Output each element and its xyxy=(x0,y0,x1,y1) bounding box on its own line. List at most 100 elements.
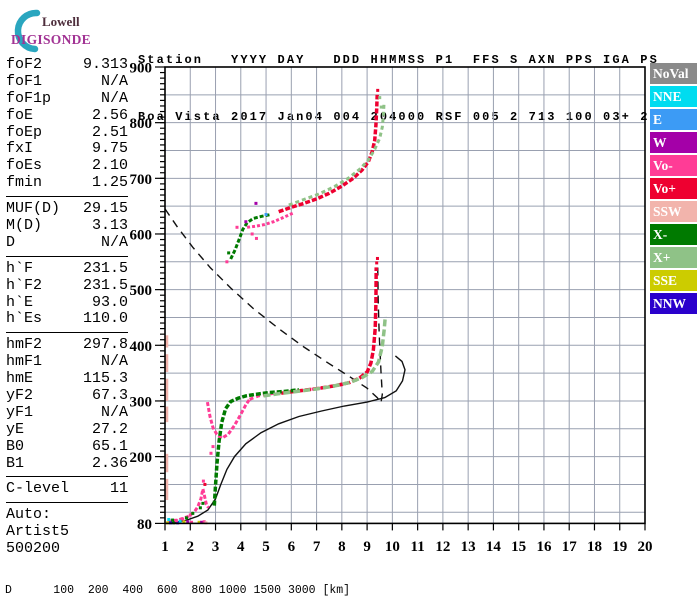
x-tick-label: 15 xyxy=(511,539,526,555)
param-label: fxI xyxy=(6,140,34,158)
x-tick-label: 3 xyxy=(212,539,220,555)
x-tick-label: 19 xyxy=(612,539,627,555)
x-tick-label: 20 xyxy=(637,539,652,555)
x-tick-label: 10 xyxy=(385,539,400,555)
y-tick-label: 200 xyxy=(130,450,153,466)
param-value: 93.0 xyxy=(91,293,128,311)
param-label: B0 xyxy=(6,437,25,455)
trace-es-e-o-trace xyxy=(167,488,210,523)
footer-block: D 100 200 400 600 800 1000 1500 3000 [km… xyxy=(5,555,695,600)
param-row: h`F 231.5 xyxy=(6,259,128,278)
param-value: N/A xyxy=(100,353,128,371)
param-label: h`F xyxy=(6,259,34,277)
param-value: 9.75 xyxy=(91,140,128,158)
param-label: foF2 xyxy=(6,56,43,73)
param-row: M(D) 3.13 xyxy=(6,217,128,235)
legend-item-SSE: SSE xyxy=(650,270,697,291)
param-value: 1.25 xyxy=(91,174,128,192)
param-label: foEs xyxy=(6,157,43,175)
param-row: fxI 9.75 xyxy=(6,141,128,158)
grid xyxy=(165,67,645,524)
param-value: 27.2 xyxy=(91,420,128,438)
param-row: h`E 93.0 xyxy=(6,293,128,312)
characteristics-panel: foF2 9.313 foF1 N/A foF1p N/A foE 2.56 foEp 2.51 f… xyxy=(6,56,128,558)
param-value: 29.15 xyxy=(82,200,128,218)
x-tick-label: 13 xyxy=(461,539,476,555)
param-row: hmF1 N/A xyxy=(6,354,128,371)
param-row: D N/A xyxy=(6,233,128,252)
param-value: 115.3 xyxy=(82,370,128,388)
x-tick-label: 16 xyxy=(536,539,552,555)
legend-item-E: E xyxy=(650,109,697,130)
param-row: yE 27.2 xyxy=(6,420,128,439)
param-label: foF1p xyxy=(6,89,52,107)
x-tick-label: 2 xyxy=(187,539,195,555)
echo-dots xyxy=(166,88,383,525)
legend-item-NNW: NNW xyxy=(650,293,697,314)
param-value: 110.0 xyxy=(82,310,128,328)
x-tick-label: 17 xyxy=(562,539,578,555)
legend-item-X+: X+ xyxy=(650,247,697,268)
param-text: Auto: xyxy=(6,506,52,524)
param-label: hmE xyxy=(6,370,34,388)
param-value: 2.36 xyxy=(91,454,128,472)
param-row: yF2 67.3 xyxy=(6,387,128,405)
x-tick-label: 1 xyxy=(161,539,169,555)
trace-hop2-pink xyxy=(246,211,295,229)
param-label: D xyxy=(6,233,16,251)
x-tick-label: 5 xyxy=(262,539,270,555)
param-value: 67.3 xyxy=(91,387,128,405)
param-row: B0 65.1 xyxy=(6,437,128,456)
logo-digisonde-text: DIGISONDE xyxy=(11,32,91,47)
y-tick-label: 80 xyxy=(137,517,152,533)
plot-border xyxy=(164,66,646,525)
param-label: foEp xyxy=(6,123,43,141)
trace-f-x-dark xyxy=(212,388,300,506)
trace-hop2-x-start xyxy=(229,213,272,260)
lowell-digisonde-logo: Lowell DIGISONDE xyxy=(11,9,91,53)
param-value: 9.313 xyxy=(82,56,128,73)
param-value: 2.10 xyxy=(91,157,128,175)
x-tick-label: 12 xyxy=(435,539,450,555)
legend-item-W: W xyxy=(650,132,697,153)
param-row: foF2 9.313 xyxy=(6,56,128,74)
trace-hop2-red xyxy=(278,94,379,214)
distance-row: D 100 200 400 600 800 1000 1500 3000 [km… xyxy=(5,584,351,597)
param-row: hmE 115.3 xyxy=(6,370,128,388)
param-row: foEp 2.51 xyxy=(6,123,128,142)
param-row: fmin 1.25 xyxy=(6,174,128,192)
param-label: foE xyxy=(6,106,34,124)
legend-item-SSW: SSW xyxy=(650,201,697,222)
param-separator xyxy=(6,252,128,257)
param-label: hmF2 xyxy=(6,336,43,354)
trace-f-o-start xyxy=(205,398,251,441)
y-tick-label: 700 xyxy=(130,172,153,188)
x-tick-label: 14 xyxy=(486,539,502,555)
param-separator xyxy=(6,498,128,504)
x-tick-label: 9 xyxy=(363,539,371,555)
y-tick-label: 300 xyxy=(130,394,153,410)
param-label: MUF(D) xyxy=(6,200,61,218)
param-value: N/A xyxy=(100,89,128,107)
param-label: fmin xyxy=(6,174,43,192)
param-label: yF2 xyxy=(6,387,34,405)
param-label: C-level xyxy=(6,480,70,498)
param-value: N/A xyxy=(100,233,128,251)
param-row: hmF2 297.8 xyxy=(6,337,128,354)
y-tick-label: 600 xyxy=(130,227,153,243)
param-label: yF1 xyxy=(6,403,34,421)
legend-item-Vo+: Vo+ xyxy=(650,178,697,199)
param-label: foF1 xyxy=(6,72,43,90)
axis-ticks xyxy=(155,66,646,531)
param-row: foEs 2.10 xyxy=(6,158,128,175)
param-value: N/A xyxy=(100,72,128,90)
param-value: 231.5 xyxy=(82,259,128,277)
param-text: 500200 xyxy=(6,540,61,558)
logo-arc xyxy=(14,9,41,53)
param-value: 2.51 xyxy=(91,123,128,141)
param-separator xyxy=(6,192,128,198)
param-label: h`F2 xyxy=(6,276,43,294)
direction-legend: NoVal NNE E W Vo- Vo+ SSW X- X+ SSE NNW xyxy=(650,63,697,316)
legend-item-Vo-: Vo- xyxy=(650,155,697,176)
